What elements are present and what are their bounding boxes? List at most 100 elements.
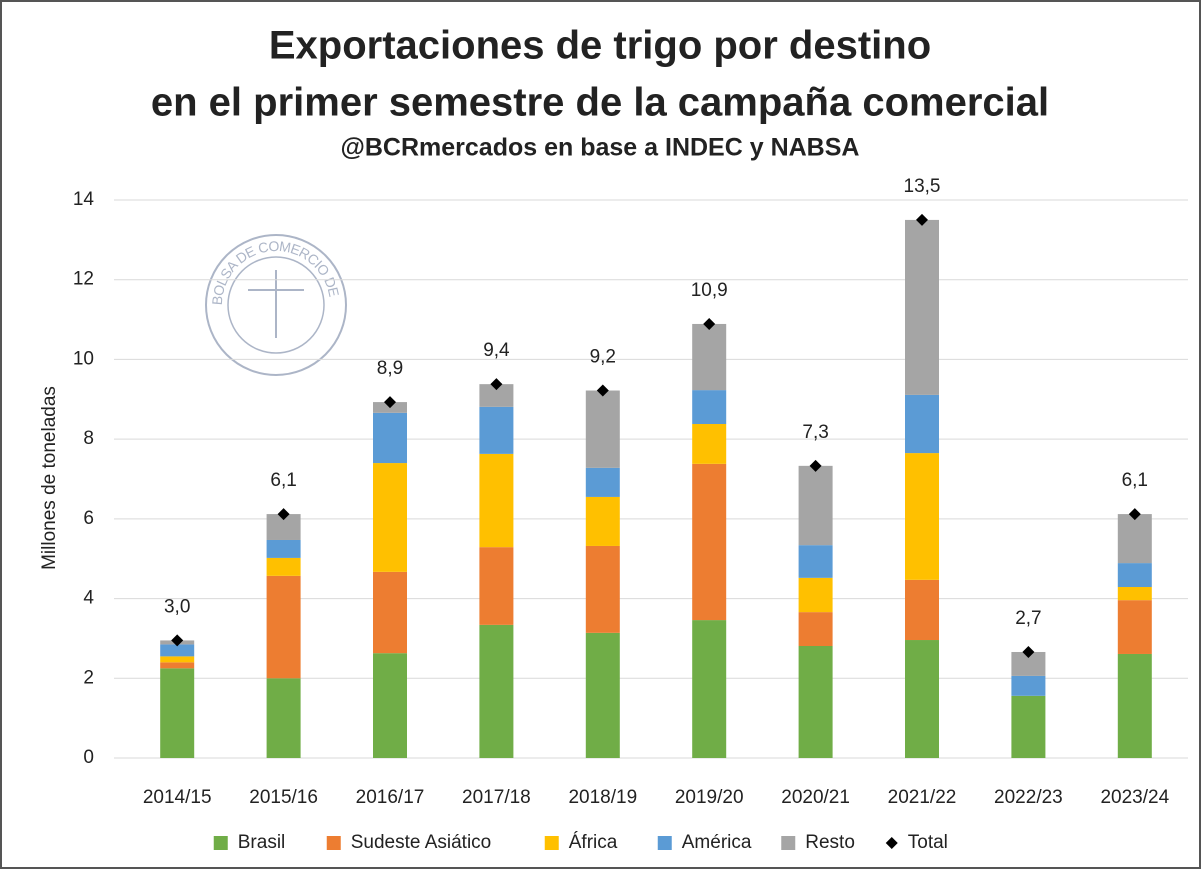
bar-segment (798, 465, 833, 546)
total-marker (171, 634, 184, 647)
x-tick-label: 2022/23 (994, 787, 1063, 808)
bar-segment (160, 644, 195, 657)
bar-segment (1011, 695, 1046, 758)
x-tick-label: 2018/19 (568, 787, 637, 808)
bar-segment (373, 412, 407, 464)
legend-label: Sudeste Asiático (351, 832, 491, 853)
legend-swatch (657, 836, 672, 850)
bar-segment (1011, 675, 1046, 696)
legend-label: África (569, 832, 618, 853)
bar-segment (1117, 653, 1152, 758)
data-label: 2,7 (1015, 608, 1041, 629)
y-tick-label: 2 (83, 667, 94, 688)
bar-segment (1117, 563, 1152, 588)
bar-segment (798, 577, 833, 613)
chart-title: Exportaciones de trigo por destino (269, 24, 931, 68)
bar-segment (373, 653, 407, 758)
x-tick-label: 2014/15 (143, 787, 212, 808)
bar-segment (373, 463, 407, 572)
x-tick-label: 2016/17 (356, 787, 425, 808)
data-label: 9,4 (483, 340, 510, 361)
bar-segment (798, 646, 833, 758)
x-tick-label: 2023/24 (1100, 787, 1169, 808)
data-label: 9,2 (590, 347, 616, 368)
bar-segment (479, 547, 514, 625)
y-tick-label: 8 (83, 428, 94, 449)
y-tick-label: 0 (83, 747, 94, 768)
bar-segment (905, 453, 939, 580)
bar-segment (266, 557, 301, 576)
bar-segment (479, 624, 514, 758)
legend-swatch (885, 837, 898, 849)
bar-segment (479, 406, 514, 454)
bar-segment (585, 632, 620, 758)
bar-segment (798, 545, 833, 578)
bar-segment (692, 620, 727, 758)
y-tick-label: 14 (73, 189, 95, 210)
data-label: 6,1 (1122, 470, 1148, 491)
bar-segment (585, 545, 620, 633)
total-marker (277, 508, 290, 521)
bar-segment (266, 539, 301, 558)
bar-segment (692, 323, 727, 391)
y-tick-label: 10 (73, 348, 94, 369)
x-tick-label: 2015/16 (249, 787, 318, 808)
x-tick-label: 2020/21 (781, 787, 850, 808)
bar-segment (1117, 600, 1152, 654)
x-tick-label: 2021/22 (888, 787, 957, 808)
legend-swatch (326, 836, 341, 850)
bar-segment (905, 394, 939, 454)
total-marker (596, 384, 609, 397)
bar-segment (692, 390, 727, 424)
legend-swatch (213, 836, 228, 850)
bar-segment (479, 384, 514, 407)
legend-swatch (781, 836, 796, 850)
bar-segment (905, 219, 939, 395)
total-marker (490, 378, 503, 391)
chart-subtitle: @BCRmercados en base a INDEC y NABSA (341, 134, 860, 162)
data-label: 13,5 (904, 176, 941, 197)
legend-label: Total (908, 832, 948, 853)
data-label: 7,3 (802, 422, 828, 443)
bar-segment (160, 656, 195, 663)
bar-segment (266, 678, 301, 758)
bar-segment (585, 496, 620, 546)
bar-segment (905, 640, 939, 758)
total-marker (809, 459, 822, 472)
total-marker (384, 396, 396, 409)
bar-segment (585, 390, 620, 468)
y-axis-label: Millones de toneladas (39, 386, 60, 570)
bar-segment (160, 662, 195, 669)
bar-segment (905, 579, 939, 641)
legend-swatch (544, 836, 559, 850)
total-marker (1022, 645, 1035, 658)
data-label: 3,0 (164, 596, 190, 617)
bar-segment (160, 668, 195, 758)
bar-segment (1011, 651, 1046, 676)
bar-segment (266, 575, 301, 679)
bar-segment (692, 423, 727, 464)
y-tick-label: 6 (83, 508, 94, 529)
x-tick-label: 2017/18 (462, 787, 531, 808)
bar-segment (373, 571, 407, 654)
total-marker (703, 317, 716, 330)
x-tick-label: 2019/20 (675, 787, 744, 808)
bar-segment (585, 467, 620, 497)
total-marker (1128, 508, 1141, 521)
legend-label: América (682, 832, 752, 853)
chart-title: en el primer semestre de la campaña come… (151, 81, 1049, 125)
y-tick-label: 4 (83, 588, 94, 609)
y-tick-label: 12 (73, 269, 94, 290)
bar-segment (692, 463, 727, 621)
bar-segment (1117, 514, 1152, 564)
total-marker (916, 213, 928, 226)
data-label: 6,1 (270, 470, 296, 491)
data-label: 10,9 (691, 280, 728, 301)
bar-segment (798, 612, 833, 647)
legend-label: Resto (805, 832, 855, 853)
bar-segment (479, 453, 514, 548)
data-label: 8,9 (377, 358, 403, 379)
legend-label: Brasil (238, 832, 286, 853)
